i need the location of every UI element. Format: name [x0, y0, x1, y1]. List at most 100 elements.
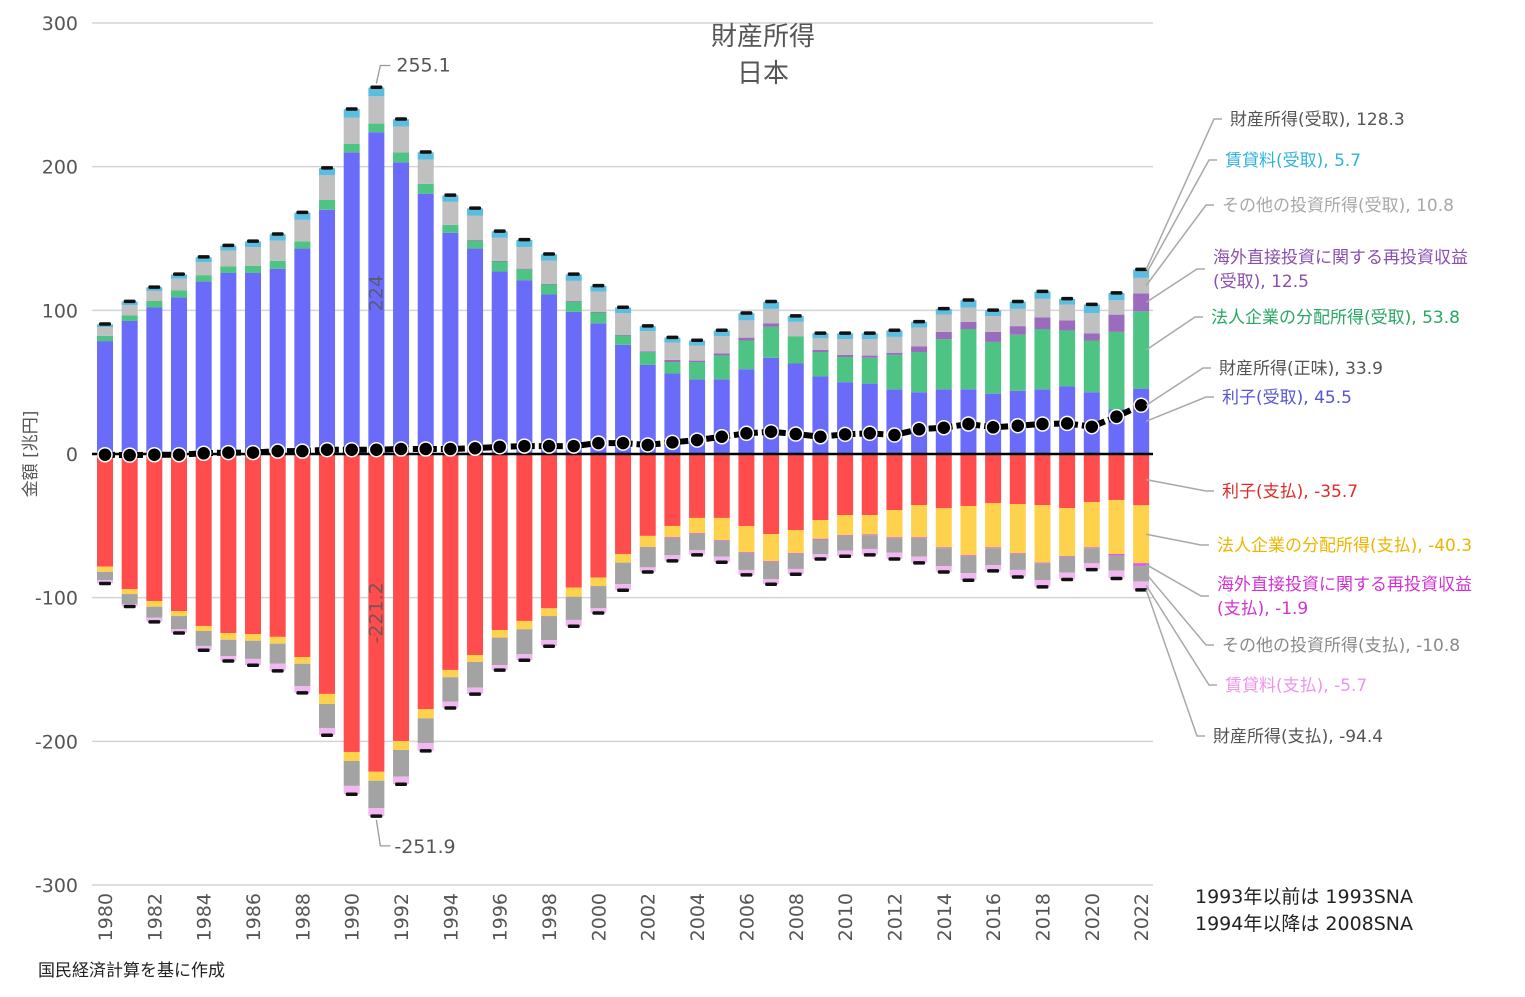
- bar-segment: [220, 639, 237, 656]
- bar-segment: [195, 275, 212, 282]
- bar-segment: [1083, 548, 1100, 564]
- x-tick-label: 1994: [440, 893, 462, 941]
- bar-segment: [615, 562, 632, 585]
- bar-segment: [171, 290, 188, 298]
- bar-segment: [319, 175, 336, 200]
- annotation-leader: [1145, 118, 1222, 270]
- bar-segment: [812, 349, 829, 352]
- bar-segment: [171, 278, 188, 291]
- bar-segment: [664, 362, 681, 374]
- bar-segment: [245, 241, 262, 248]
- bar-segment: [615, 553, 632, 563]
- total-marker: [839, 554, 852, 559]
- bar-segment: [393, 162, 410, 454]
- labels: 224 -221.2 255.1 -251.9: [365, 55, 455, 858]
- bar-segment: [417, 743, 434, 751]
- net-point: [639, 437, 656, 453]
- bar-segment: [491, 637, 508, 666]
- bar-segment: [886, 552, 903, 559]
- bar-segment: [97, 341, 113, 454]
- annotation-label: 財産所得(受取), 128.3: [1230, 110, 1405, 130]
- net-point: [1010, 417, 1026, 434]
- bar-segment: [738, 340, 755, 370]
- bar-segment: [417, 454, 434, 710]
- bar-segment: [911, 454, 928, 506]
- bar-segment: [985, 548, 1002, 566]
- y-tick-label: 0: [66, 444, 78, 466]
- bar-segment: [195, 262, 212, 276]
- x-tick-label: 1998: [539, 893, 561, 941]
- bar-segment: [1009, 334, 1026, 391]
- bar-segment: [417, 183, 434, 194]
- bar-segment: [146, 606, 163, 618]
- annotations: 財産所得(受取), 128.3 賃貸料(受取), 5.7 その他の投資所得(受取),…: [1145, 110, 1472, 747]
- annotation-label: 利子(受取), 45.5: [1222, 388, 1352, 408]
- bar-segment: [1133, 311, 1150, 389]
- x-tick-label: 1984: [194, 893, 216, 941]
- x-tick-label: 2018: [1032, 893, 1054, 941]
- bar-segment: [565, 454, 582, 588]
- bar-segment: [985, 310, 1002, 317]
- total-marker: [740, 573, 753, 577]
- net-point: [960, 416, 977, 432]
- bar-segment: [935, 308, 952, 315]
- bar-segment: [837, 339, 854, 355]
- bar-segment: [837, 454, 854, 516]
- bar-segment: [294, 657, 311, 664]
- bar-segment: [1034, 317, 1051, 330]
- bar-segment: [1059, 572, 1076, 580]
- net-point: [541, 438, 557, 454]
- bar-segment: [713, 517, 730, 541]
- total-marker: [592, 283, 605, 288]
- bar-segment: [146, 300, 163, 308]
- bar-segment: [1034, 454, 1051, 506]
- bar-segment: [837, 333, 854, 340]
- bar-segment: [763, 323, 780, 327]
- total-marker: [691, 553, 704, 557]
- bar-segment: [639, 326, 656, 332]
- bar-segment: [491, 231, 508, 238]
- bar-segment: [294, 454, 311, 658]
- bar-segment: [195, 625, 212, 631]
- bar-segment: [97, 566, 113, 572]
- net-point: [1133, 397, 1149, 414]
- bar-segment: [541, 283, 558, 285]
- bar-segment: [911, 556, 928, 563]
- bar-segment: [861, 357, 878, 384]
- bar-segment: [639, 567, 656, 572]
- bar-segment: [935, 547, 952, 549]
- total-marker: [962, 298, 975, 302]
- total-marker: [99, 581, 111, 586]
- bars: [92, 85, 1153, 818]
- bar-segment: [861, 383, 878, 454]
- bar-segment: [220, 272, 237, 454]
- bar-segment: [1083, 333, 1100, 341]
- bar-segment: [220, 454, 237, 634]
- net-point: [393, 441, 409, 457]
- bar-segment: [861, 535, 878, 549]
- total-marker: [148, 620, 161, 624]
- bar-segment: [1009, 301, 1026, 309]
- total-marker: [789, 572, 802, 576]
- bar-segment: [1059, 508, 1076, 557]
- bar-segment: [861, 548, 878, 555]
- bar-segment: [245, 265, 262, 273]
- total-marker: [222, 243, 235, 248]
- bar-segment: [886, 537, 903, 539]
- total-marker: [765, 582, 778, 587]
- net-point: [491, 439, 508, 455]
- annotation-label: 賃貸料(受取), 5.7: [1225, 151, 1361, 171]
- x-tick-label: 2010: [835, 893, 857, 941]
- y-tick-label: -100: [35, 588, 78, 610]
- x-tick-label: 2008: [786, 893, 808, 941]
- bar-segment: [812, 338, 829, 350]
- total-marker: [1036, 585, 1049, 589]
- bar-segment: [590, 323, 607, 454]
- total-marker: [617, 588, 630, 593]
- total-marker: [271, 669, 284, 673]
- bar-segment: [146, 287, 163, 291]
- bar-segment: [516, 280, 533, 454]
- net-point: [467, 440, 483, 457]
- total-marker: [863, 553, 876, 557]
- bar-segment: [664, 359, 681, 363]
